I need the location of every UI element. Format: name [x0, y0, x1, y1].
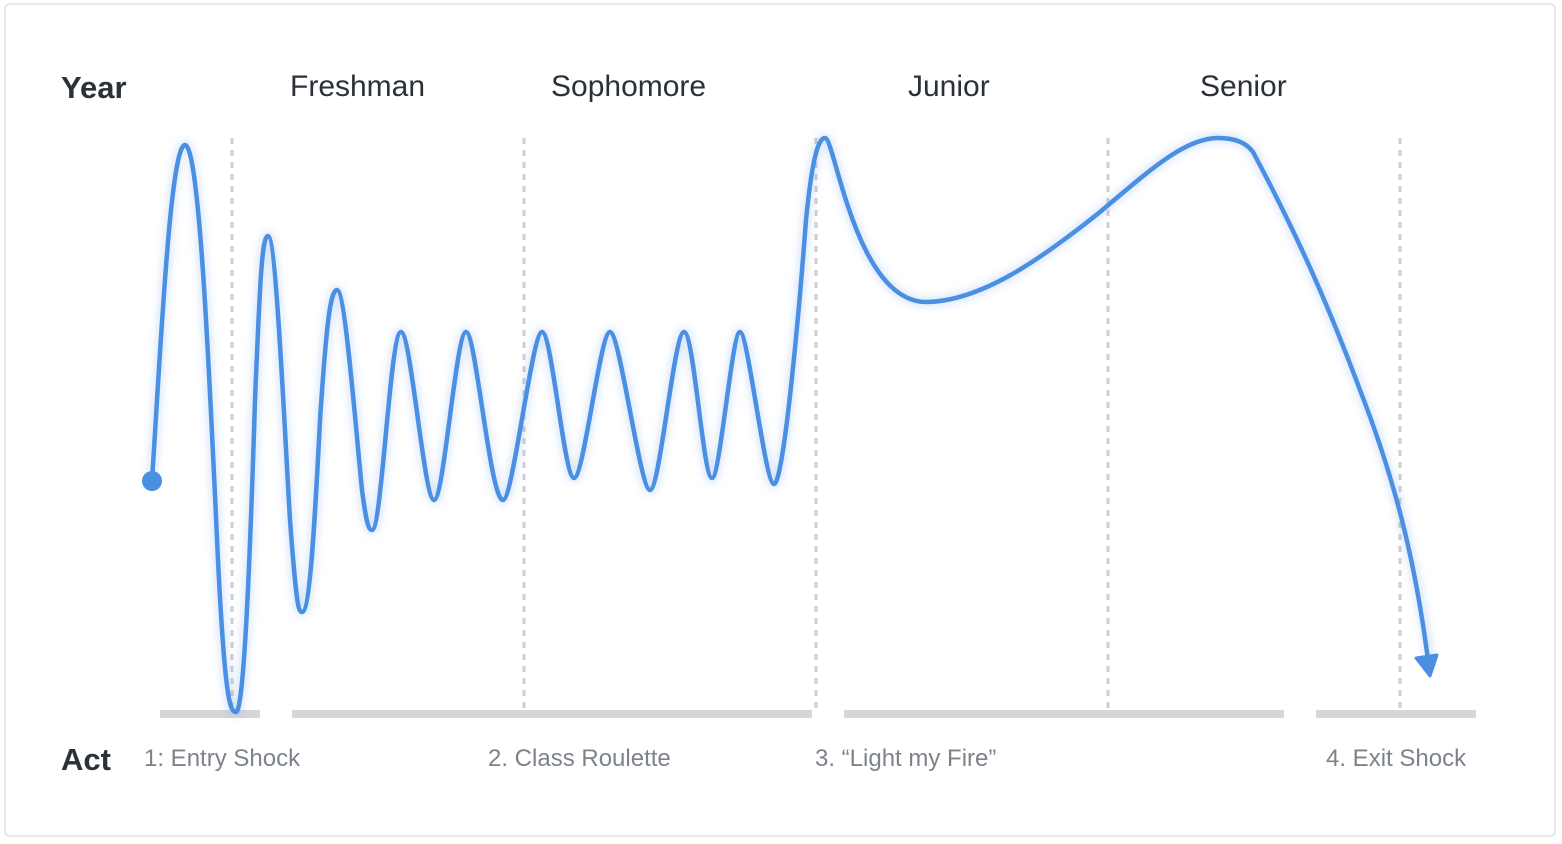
act-bar-4	[1316, 710, 1476, 718]
act-bars	[160, 710, 1476, 718]
dividers	[230, 138, 1402, 710]
act-bar-3	[844, 710, 1284, 718]
act-entry-shock: 1: Entry Shock	[144, 745, 301, 772]
year-sophomore: Sophomore	[551, 70, 707, 103]
curve-shadow	[147, 133, 1435, 717]
act-row-label: Act	[61, 742, 111, 777]
act-light-my-fire: 3. “Light my Fire”	[815, 745, 997, 772]
diagram-card	[4, 3, 1556, 837]
start-dot	[142, 471, 162, 491]
year-senior: Senior	[1200, 70, 1287, 103]
year-row-label: Year	[61, 70, 127, 105]
act-class-roulette: 2. Class Roulette	[488, 745, 671, 772]
journey-curve	[149, 135, 1431, 715]
act-bar-1	[160, 710, 260, 718]
end-arrowhead	[1414, 653, 1439, 678]
year-freshman: Freshman	[290, 70, 426, 103]
year-junior: Junior	[908, 70, 990, 103]
act-bar-2	[292, 710, 812, 718]
act-exit-shock: 4. Exit Shock	[1326, 745, 1467, 772]
